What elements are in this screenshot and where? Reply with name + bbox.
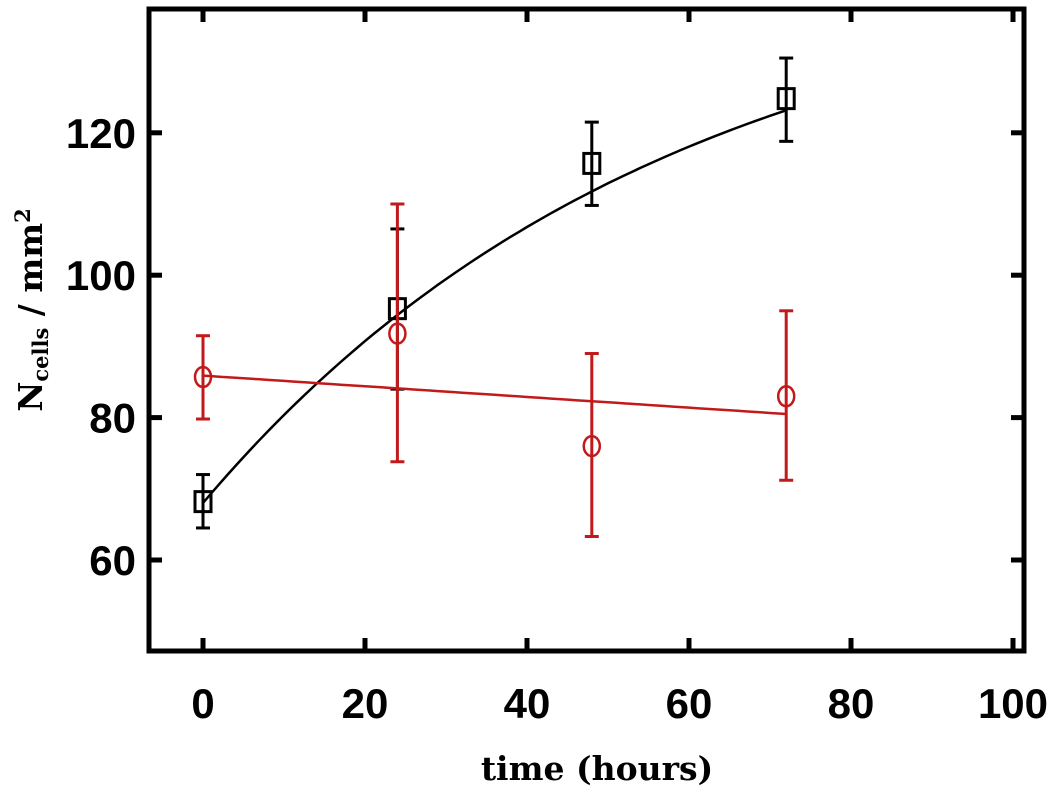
data-point-circle — [388, 322, 407, 345]
x-tick-label: 100 — [978, 680, 1048, 727]
y-tick-label: 80 — [89, 395, 136, 442]
y-tick-label: 100 — [66, 252, 136, 299]
y-tick-label: 120 — [66, 110, 136, 157]
data-point-circle — [776, 384, 796, 408]
y-axis-title: Ncells / mm2 — [10, 208, 53, 412]
data-point-circle — [582, 434, 602, 458]
y-axis-title-main: N — [11, 382, 50, 412]
plot-frame — [146, 6, 1027, 654]
x-tick-label: 60 — [666, 680, 713, 727]
x-tick-label: 80 — [828, 680, 875, 727]
svg-text:Ncells / mm2: Ncells / mm2 — [10, 208, 53, 412]
data-point-square — [193, 490, 213, 514]
fit-line-squares — [202, 109, 787, 504]
plot-area — [193, 56, 796, 539]
data-point-circle — [193, 365, 213, 389]
axes: 0 20 40 60 80 100 60 80 100 120 — [66, 6, 1048, 727]
y-axis-title-superscript: 2 — [10, 208, 35, 223]
x-tick-label: 20 — [342, 680, 389, 727]
data-point-square — [582, 151, 602, 175]
y-tick-label: 60 — [89, 537, 136, 584]
x-tick-label: 40 — [504, 680, 551, 727]
x-tick-label: 0 — [191, 680, 214, 727]
y-axis-title-rest: / mm — [11, 223, 50, 328]
x-axis-title: time (hours) — [481, 749, 713, 787]
fit-line-circles — [202, 374, 787, 416]
y-axis-title-subscript: cells — [28, 328, 53, 382]
data-point-square — [776, 87, 796, 111]
